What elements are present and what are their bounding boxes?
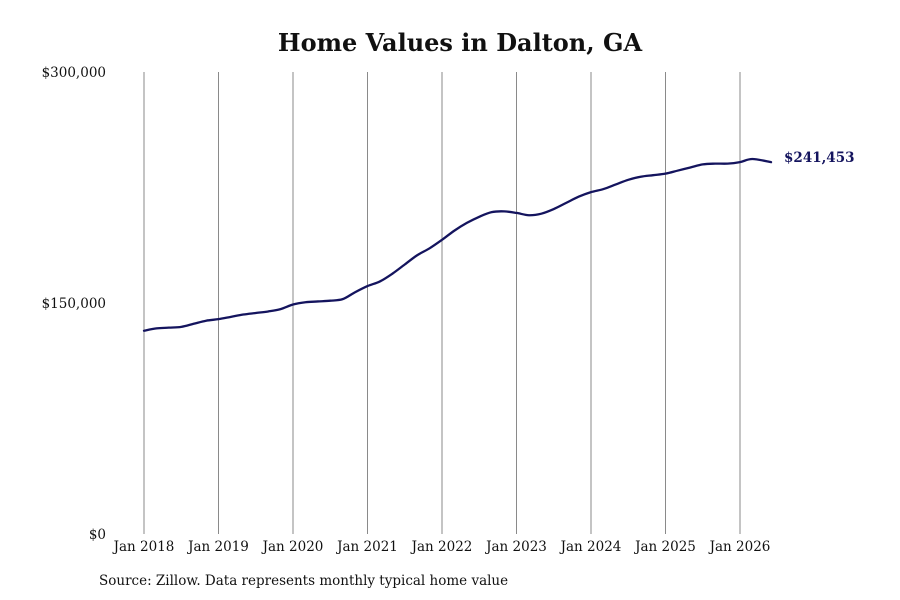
x-tick-label: Jan 2020 [261, 539, 324, 555]
y-tick-label: $150,000 [42, 296, 106, 312]
home-value-line [142, 157, 773, 332]
x-axis-tick-labels: Jan 2018 Jan 2019 Jan 2020 Jan 2021 Jan 2022… [112, 539, 771, 555]
source-note: Source: Zillow. Data represents monthly … [99, 573, 509, 589]
y-tick-label: $300,000 [42, 65, 106, 81]
x-tick-label: Jan 2024 [559, 539, 622, 555]
y-axis-tick-labels: $0 $150,000 $300,000 [42, 65, 106, 543]
x-tick-label: Jan 2018 [112, 539, 175, 555]
chart-title: Home Values in Dalton, GA [277, 28, 643, 57]
series-line-layer [142, 157, 773, 332]
end-value-label: $241,453 [784, 150, 854, 166]
vertical-gridlines [143, 72, 741, 534]
end-value-label-layer: $241,453 [784, 150, 854, 166]
x-tick-label: Jan 2022 [410, 539, 473, 555]
x-tick-label: Jan 2026 [708, 539, 771, 555]
x-tick-label: Jan 2025 [633, 539, 696, 555]
y-tick-label: $0 [89, 527, 106, 543]
x-tick-label: Jan 2021 [335, 539, 398, 555]
x-tick-label: Jan 2019 [186, 539, 249, 555]
x-tick-label: Jan 2023 [484, 539, 547, 555]
